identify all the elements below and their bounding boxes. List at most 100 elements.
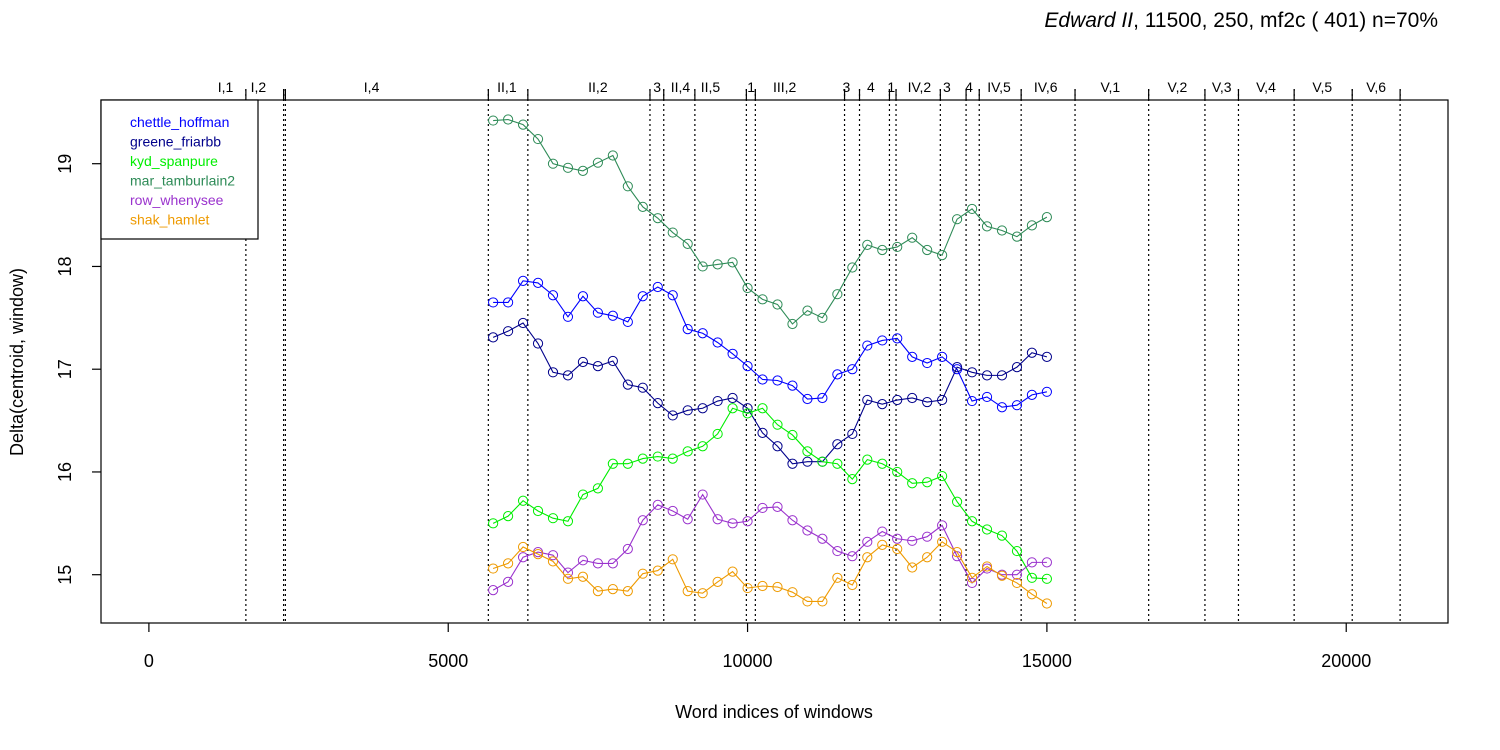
scene-label: II,1 xyxy=(497,79,517,95)
data-point xyxy=(667,505,678,517)
data-point xyxy=(652,499,663,510)
data-point xyxy=(577,165,589,176)
legend-entry: chettle_hoffman xyxy=(130,114,229,130)
scene-label: III,2 xyxy=(773,79,797,95)
data-point xyxy=(592,157,603,168)
data-point xyxy=(742,582,753,594)
data-point xyxy=(847,551,858,562)
data-point xyxy=(787,458,798,469)
data-point xyxy=(712,428,723,440)
data-point xyxy=(637,201,648,212)
x-tick-label: 20000 xyxy=(1321,651,1371,671)
data-point xyxy=(488,518,499,529)
series-line xyxy=(492,493,1047,591)
data-point xyxy=(907,232,918,243)
data-point xyxy=(802,596,813,607)
data-point xyxy=(592,586,603,597)
series-group xyxy=(488,114,1052,609)
series-line xyxy=(493,118,1048,325)
data-point xyxy=(712,259,723,270)
data-point xyxy=(951,362,963,373)
series-chettle_hoffman xyxy=(488,275,1052,413)
data-point xyxy=(562,573,574,584)
data-point xyxy=(847,579,858,591)
data-point xyxy=(817,312,828,323)
data-point xyxy=(637,568,648,579)
data-point xyxy=(607,355,618,367)
data-point xyxy=(877,399,888,410)
data-point xyxy=(877,458,888,469)
data-point xyxy=(697,441,708,452)
data-point xyxy=(532,133,544,145)
data-point xyxy=(832,289,843,300)
data-point xyxy=(1041,212,1052,223)
y-axis-label: Delta(centroid, window) xyxy=(7,268,27,456)
data-point xyxy=(937,394,948,406)
data-point xyxy=(547,513,559,524)
data-point xyxy=(832,439,843,450)
data-point xyxy=(622,379,633,390)
legend-entry: shak_hamlet xyxy=(130,212,209,228)
data-point xyxy=(592,307,603,318)
data-point xyxy=(607,558,618,569)
data-point xyxy=(892,533,903,544)
scene-label: V,3 xyxy=(1212,79,1232,95)
data-point xyxy=(517,275,529,286)
data-point xyxy=(847,474,858,485)
data-point xyxy=(577,356,589,368)
data-point xyxy=(742,408,753,419)
scene-boundaries xyxy=(245,89,1401,623)
data-point xyxy=(727,392,738,404)
data-point xyxy=(937,470,948,482)
data-point xyxy=(547,550,559,561)
data-point xyxy=(966,572,978,583)
scene-labels: I,1 I,2 I,4 II,1 II,2 3 II,4 II,5 1 III,2 3 4 1 IV,2 3… xyxy=(218,79,1387,95)
scene-label: 3 xyxy=(653,79,661,95)
data-point xyxy=(562,370,574,381)
data-point xyxy=(577,291,589,302)
data-point xyxy=(1041,351,1052,362)
data-point xyxy=(697,588,708,599)
scene-label: 3 xyxy=(943,79,951,95)
data-point xyxy=(847,262,858,273)
x-axis-label: Word indices of windows xyxy=(675,702,873,722)
data-point xyxy=(907,562,918,573)
data-point xyxy=(682,405,693,416)
data-point xyxy=(1011,400,1023,411)
data-point xyxy=(1026,557,1038,568)
data-point xyxy=(562,516,574,527)
data-point xyxy=(787,318,798,330)
data-point xyxy=(502,114,514,125)
data-point xyxy=(697,261,708,272)
y-tick-label: 18 xyxy=(55,256,75,276)
scene-label: II,5 xyxy=(701,79,721,95)
data-point xyxy=(622,586,633,597)
scene-label: 4 xyxy=(965,79,973,95)
data-point xyxy=(488,563,499,574)
data-point xyxy=(517,541,529,553)
data-point xyxy=(592,361,603,372)
data-point xyxy=(877,244,888,256)
data-point xyxy=(832,458,843,469)
scene-label: V,5 xyxy=(1312,79,1332,95)
data-point xyxy=(1026,389,1038,400)
data-point xyxy=(517,317,529,329)
data-point xyxy=(1041,598,1052,609)
data-point xyxy=(547,290,559,301)
data-point xyxy=(862,454,873,465)
data-point xyxy=(981,221,993,232)
plot-frame xyxy=(100,99,1449,624)
data-point xyxy=(996,530,1008,541)
data-point xyxy=(517,119,529,130)
data-point xyxy=(622,181,633,192)
data-point xyxy=(652,213,663,224)
y-tick-label: 15 xyxy=(55,565,75,585)
legend-box xyxy=(100,99,259,240)
data-point xyxy=(577,555,589,566)
data-point xyxy=(592,483,603,494)
series-greene_friarbb xyxy=(488,317,1052,469)
data-point xyxy=(547,367,559,378)
data-point xyxy=(1011,545,1023,557)
data-point xyxy=(996,370,1008,381)
